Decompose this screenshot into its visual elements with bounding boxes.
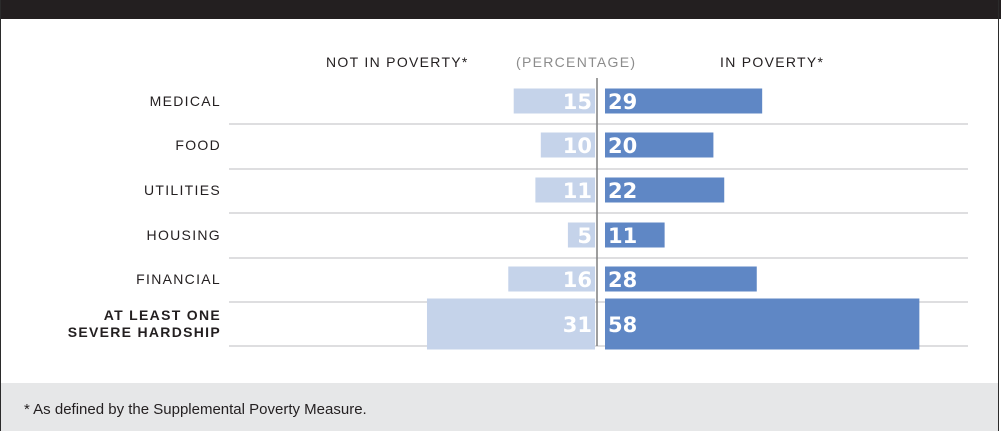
footnote: * As defined by the Supplemental Poverty… <box>24 401 367 418</box>
category-label-line: FINANCIAL <box>136 270 221 287</box>
bar-in-poverty <box>605 88 763 114</box>
category-label: HOUSING <box>147 227 221 244</box>
category-label-line: HOUSING <box>146 226 221 243</box>
value-label-not-in-poverty: 10 <box>563 134 592 158</box>
value-label-not-in-poverty: 15 <box>563 90 592 114</box>
bar-in-poverty <box>605 177 725 203</box>
diverging-bar-chart: 15 29 10 20 11 22 5 11 16 28 31 58 <box>229 78 968 350</box>
value-label-in-poverty: 20 <box>608 134 637 158</box>
category-label-line: FOOD <box>175 136 221 153</box>
top-bar <box>0 0 1001 19</box>
left-series-header: NOT IN POVERTY* <box>326 54 469 70</box>
category-label: UTILITIES <box>144 182 221 199</box>
category-label-line: AT LEAST ONE <box>103 307 221 323</box>
bar-in-poverty <box>605 298 920 350</box>
bar-not-in-poverty <box>513 88 595 114</box>
category-label: AT LEAST ONE SEVERE HARDSHIP <box>68 307 221 341</box>
category-label-line: UTILITIES <box>143 181 221 198</box>
value-label-not-in-poverty: 16 <box>563 268 592 292</box>
category-label: MEDICAL <box>150 93 221 110</box>
category-label: FINANCIAL <box>136 271 221 288</box>
value-label-in-poverty: 28 <box>608 268 637 292</box>
units-header: (PERCENTAGE) <box>516 54 637 70</box>
bar-not-in-poverty <box>508 266 595 292</box>
category-label: FOOD <box>175 137 221 154</box>
bar-not-in-poverty <box>567 222 595 248</box>
bar-not-in-poverty <box>535 177 595 203</box>
bar-not-in-poverty <box>426 298 595 350</box>
right-series-header: IN POVERTY* <box>720 54 825 70</box>
value-label-not-in-poverty: 31 <box>563 313 592 337</box>
footer: * As defined by the Supplemental Poverty… <box>1 383 998 431</box>
value-label-not-in-poverty: 5 <box>577 224 592 248</box>
bar-not-in-poverty <box>540 132 595 158</box>
value-label-in-poverty: 22 <box>608 179 637 203</box>
bar-in-poverty <box>605 132 714 158</box>
category-label-line: MEDICAL <box>149 92 221 109</box>
value-label-not-in-poverty: 11 <box>563 179 592 203</box>
value-label-in-poverty: 58 <box>608 313 637 337</box>
value-label-in-poverty: 11 <box>608 224 637 248</box>
bar-in-poverty <box>605 266 757 292</box>
bar-in-poverty <box>605 222 665 248</box>
category-label-line: SEVERE HARDSHIP <box>67 324 221 340</box>
value-label-in-poverty: 29 <box>608 90 637 114</box>
